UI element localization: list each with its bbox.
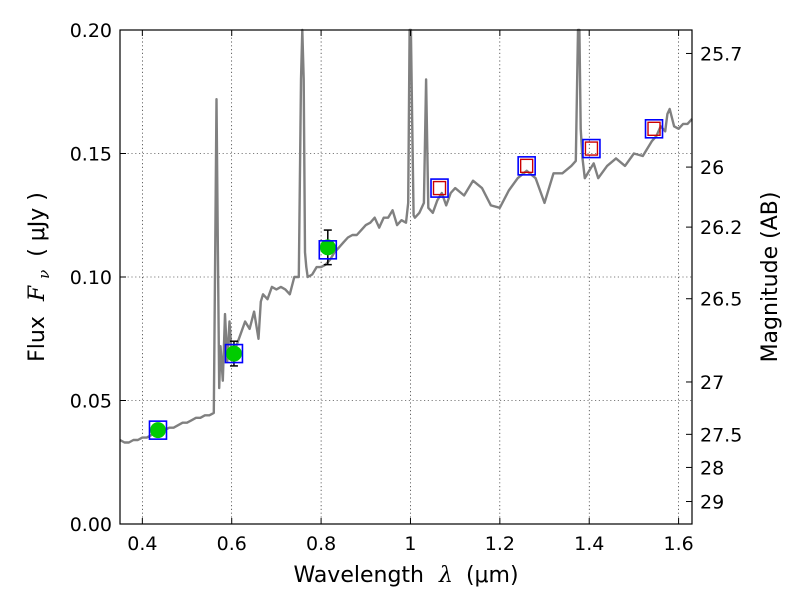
observed-point xyxy=(318,240,338,260)
y2-tick-label: 26.5 xyxy=(700,289,742,311)
sed-line xyxy=(119,28,693,444)
y-tick-label: 0.20 xyxy=(70,20,112,42)
y-tick-label: 0.05 xyxy=(70,391,112,413)
y2-tick-label: 26 xyxy=(700,157,724,179)
detection-point xyxy=(149,422,166,439)
y2-tick-label: 27 xyxy=(700,372,724,394)
model-point xyxy=(584,141,599,156)
x-tick-label: 1.2 xyxy=(485,533,515,555)
y-axis-label: Flux F ν ( μJy ) xyxy=(25,192,55,362)
x-tick-label: 0.4 xyxy=(127,533,157,555)
x-tick-label: 0.8 xyxy=(306,533,336,555)
model-point xyxy=(432,180,447,196)
model-point xyxy=(647,121,661,137)
observed-point xyxy=(430,178,449,198)
axis-ticks: 0.4 0.6 0.8 1 1.2 1.4 1.6 0.00 0.05 0.10 0.15 0.20 2… xyxy=(70,20,743,555)
y2-tick-label: 26.2 xyxy=(700,217,742,239)
observed-point xyxy=(148,420,168,440)
marker-layer xyxy=(148,119,664,440)
x-tick-label: 1.4 xyxy=(574,533,604,555)
y2-tick-label: 25.7 xyxy=(700,43,742,65)
x-axis-label-text: Wavelength xyxy=(293,563,424,588)
model-point xyxy=(519,158,534,174)
detection-point xyxy=(319,239,336,256)
x-axis-label-symbol: λ xyxy=(438,563,453,588)
observed-point xyxy=(517,156,536,176)
y-axis-label-subscript: ν xyxy=(35,270,53,279)
observed-point xyxy=(582,138,601,159)
detection-point xyxy=(225,345,242,362)
x-tick-label: 1 xyxy=(404,533,416,555)
y2-axis-label: Magnitude (AB) xyxy=(758,192,783,363)
y2-tick-label: 29 xyxy=(700,492,724,514)
y2-tick-label: 27.5 xyxy=(700,424,742,446)
x-axis-label: Wavelength λ (μm) xyxy=(293,563,518,588)
x-tick-label: 1.6 xyxy=(663,533,693,555)
observed-point xyxy=(224,343,244,364)
y-tick-label: 0.10 xyxy=(70,267,112,289)
x-axis-label-unit: (μm) xyxy=(466,563,519,588)
series-layer xyxy=(119,28,693,444)
y-axis-label-symbol: F xyxy=(25,285,50,302)
y-axis-label-text: Flux xyxy=(25,316,50,362)
y-tick-label: 0.00 xyxy=(70,514,112,536)
grid-lines xyxy=(120,30,692,524)
y2-tick-label: 28 xyxy=(700,457,724,479)
y-tick-label: 0.15 xyxy=(70,144,112,166)
x-tick-label: 0.6 xyxy=(217,533,247,555)
observed-point xyxy=(644,119,664,139)
y-axis-label-unit: ( μJy ) xyxy=(25,192,50,257)
